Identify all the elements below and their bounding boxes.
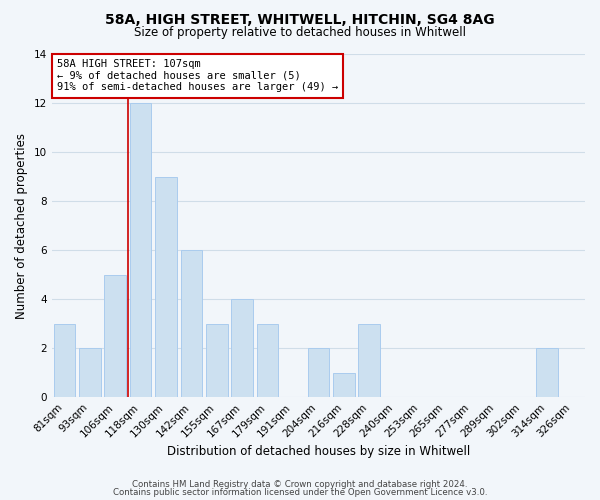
Bar [53,324,75,397]
Text: Size of property relative to detached houses in Whitwell: Size of property relative to detached ho… [134,26,466,39]
Text: 58A HIGH STREET: 107sqm
← 9% of detached houses are smaller (5)
91% of semi-deta: 58A HIGH STREET: 107sqm ← 9% of detached… [57,59,338,92]
Bar [104,274,126,397]
Bar [155,176,177,397]
Text: 58A, HIGH STREET, WHITWELL, HITCHIN, SG4 8AG: 58A, HIGH STREET, WHITWELL, HITCHIN, SG4… [105,12,495,26]
Y-axis label: Number of detached properties: Number of detached properties [15,132,28,318]
Bar [232,299,253,397]
X-axis label: Distribution of detached houses by size in Whitwell: Distribution of detached houses by size … [167,444,470,458]
Bar [181,250,202,397]
Bar [79,348,101,397]
Bar [308,348,329,397]
Bar [536,348,557,397]
Bar [333,372,355,397]
Text: Contains HM Land Registry data © Crown copyright and database right 2024.: Contains HM Land Registry data © Crown c… [132,480,468,489]
Bar [358,324,380,397]
Text: Contains public sector information licensed under the Open Government Licence v3: Contains public sector information licen… [113,488,487,497]
Bar [130,103,151,397]
Bar [206,324,227,397]
Bar [257,324,278,397]
